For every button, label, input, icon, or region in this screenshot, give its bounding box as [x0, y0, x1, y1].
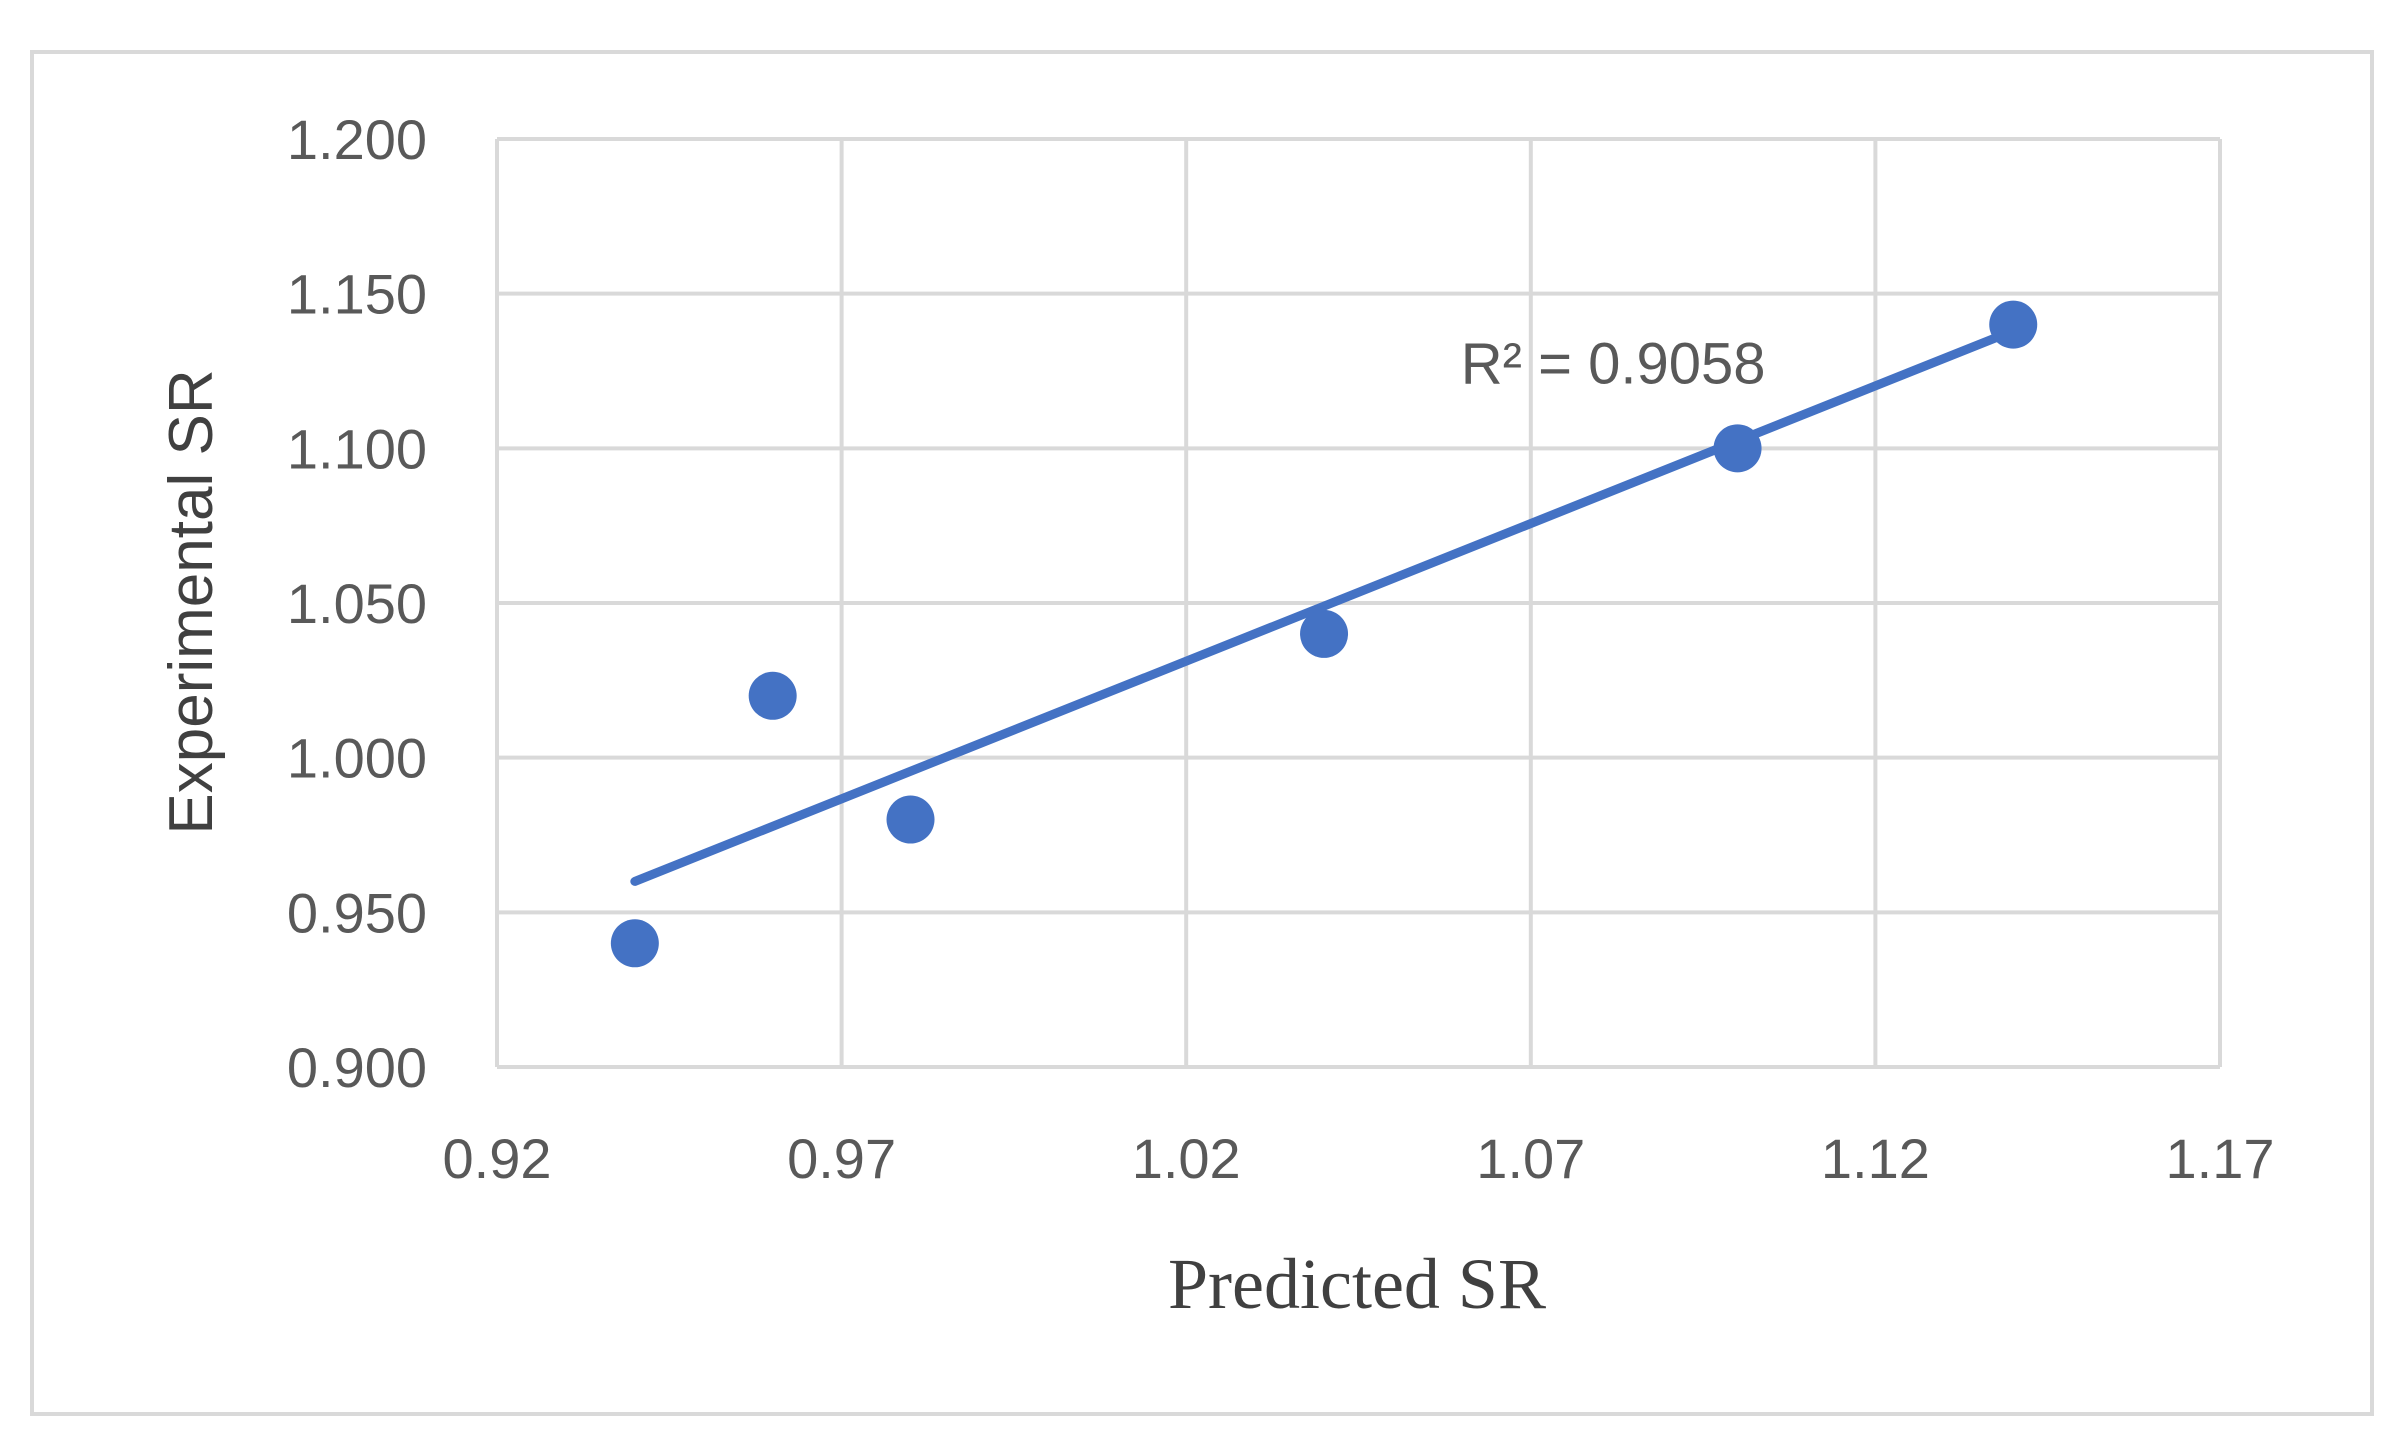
y-tick-label-1.100: 1.100: [287, 417, 427, 480]
x-tick-label-1.12: 1.12: [1821, 1127, 1930, 1190]
grid-layer: [497, 137, 2222, 1067]
labels-layer: 0.92 0.97 1.02 1.07 1.12 1.17 0.900 0.950 1.000 1…: [287, 108, 2275, 1190]
x-tick-label-0.92: 0.92: [443, 1127, 552, 1190]
data-points-layer: [610, 300, 2038, 968]
y-tick-label-1.150: 1.150: [287, 263, 427, 326]
data-point-3: [886, 795, 935, 844]
x-tick-label-1.02: 1.02: [1132, 1127, 1241, 1190]
y-axis-title: Experimental SR: [157, 369, 226, 834]
x-tick-label-0.97: 0.97: [787, 1127, 896, 1190]
y-tick-label-0.900: 0.900: [287, 1036, 427, 1099]
y-tick-label-0.950: 0.950: [287, 881, 427, 944]
data-point-4: [1300, 609, 1349, 658]
trendline-layer: [630, 326, 2018, 886]
x-axis-title: Predicted SR: [1168, 1244, 1546, 1324]
y-tick-label-1.000: 1.000: [287, 727, 427, 790]
x-tick-label-1.07: 1.07: [1476, 1127, 1585, 1190]
linear-trendline: [630, 326, 2018, 886]
data-point-6: [1989, 300, 2038, 349]
y-tick-label-1.200: 1.200: [287, 108, 427, 171]
y-tick-label-1.050: 1.050: [287, 572, 427, 635]
r-squared-annotation: R² = 0.9058: [1461, 332, 1766, 397]
data-point-2: [748, 671, 797, 720]
axis-layer: [495, 139, 2220, 1069]
data-point-1: [610, 919, 659, 968]
chart-frame: [30, 50, 2374, 1416]
data-point-5: [1713, 424, 1762, 473]
x-tick-label-1.17: 1.17: [2166, 1127, 2275, 1190]
